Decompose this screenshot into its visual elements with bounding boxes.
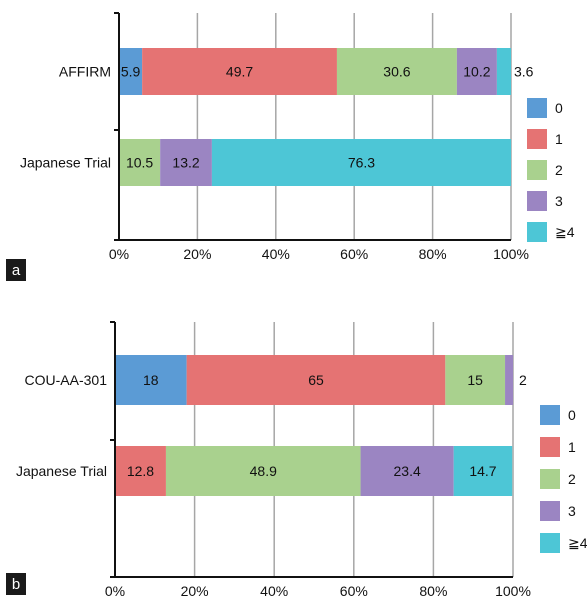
legend-swatch [540,437,560,457]
bar-segment [456,48,497,95]
data-label: 5.9 [121,64,141,80]
legend-swatch [540,501,560,521]
x-tick-label: 80% [419,246,447,262]
data-label: 15 [467,372,483,388]
bar-segment [119,139,161,186]
legend-label: 0 [555,100,563,116]
bar-segment [142,48,337,95]
panel-label: b [12,576,20,593]
bar-segment [445,355,506,405]
x-tick-label: 20% [181,583,209,598]
x-tick-label: 40% [260,583,288,598]
x-tick-label: 0% [105,583,125,598]
legend-label: 2 [568,471,576,487]
legend-swatch [527,129,547,149]
x-tick-label: 60% [340,583,368,598]
x-tick-label: 80% [419,583,447,598]
legend-label: 1 [568,439,576,455]
data-label: 10.2 [463,64,490,80]
bar-segment [160,139,212,186]
legend-label: 3 [555,193,563,209]
data-label: 13.2 [172,155,199,171]
panel-label-box [6,259,26,281]
x-tick-label: 60% [340,246,368,262]
bar-segment [336,48,457,95]
data-label: 3.6 [514,64,534,80]
bar-segment [186,355,446,405]
legend-label: 1 [555,131,563,147]
category-label: COU-AA-301 [25,372,108,388]
panel-label: a [12,262,21,279]
bar-segment [360,446,454,496]
legend-swatch [527,191,547,211]
data-label: 48.9 [250,463,277,479]
data-label: 49.7 [226,64,253,80]
x-tick-label: 20% [183,246,211,262]
data-label: 12.8 [127,463,154,479]
legend-label: 2 [555,162,563,178]
category-label: Japanese Trial [16,463,107,479]
data-label: 18 [143,372,159,388]
x-tick-label: 40% [262,246,290,262]
x-tick-label: 0% [109,246,129,262]
x-tick-label: 100% [495,583,531,598]
data-label: 2 [519,372,527,388]
legend-label: ≧4 [555,224,575,240]
legend-swatch [540,405,560,425]
bar-segment [165,446,361,496]
legend-label: 3 [568,503,576,519]
bar-segment [115,355,187,405]
category-label: Japanese Trial [20,155,111,171]
data-label: 65 [308,372,324,388]
bar-segment [496,48,511,95]
legend-swatch [527,98,547,118]
legend-swatch [527,160,547,180]
bar-segment [505,355,513,405]
data-label: 76.3 [348,155,375,171]
legend-swatch [540,533,560,553]
panel-label-box [6,573,26,595]
x-tick-label: 100% [493,246,529,262]
data-label: 14.7 [469,463,496,479]
bar-segment [119,48,143,95]
category-label: AFFIRM [59,64,111,80]
bar-segment [115,446,166,496]
legend-swatch [540,469,560,489]
data-label: 10.5 [126,155,153,171]
data-label: 30.6 [383,64,410,80]
legend-swatch [527,222,547,242]
legend-label: ≧4 [568,535,587,551]
bar-segment [453,446,513,496]
legend-label: 0 [568,407,576,423]
data-label: 23.4 [394,463,421,479]
bar-segment [211,139,512,186]
